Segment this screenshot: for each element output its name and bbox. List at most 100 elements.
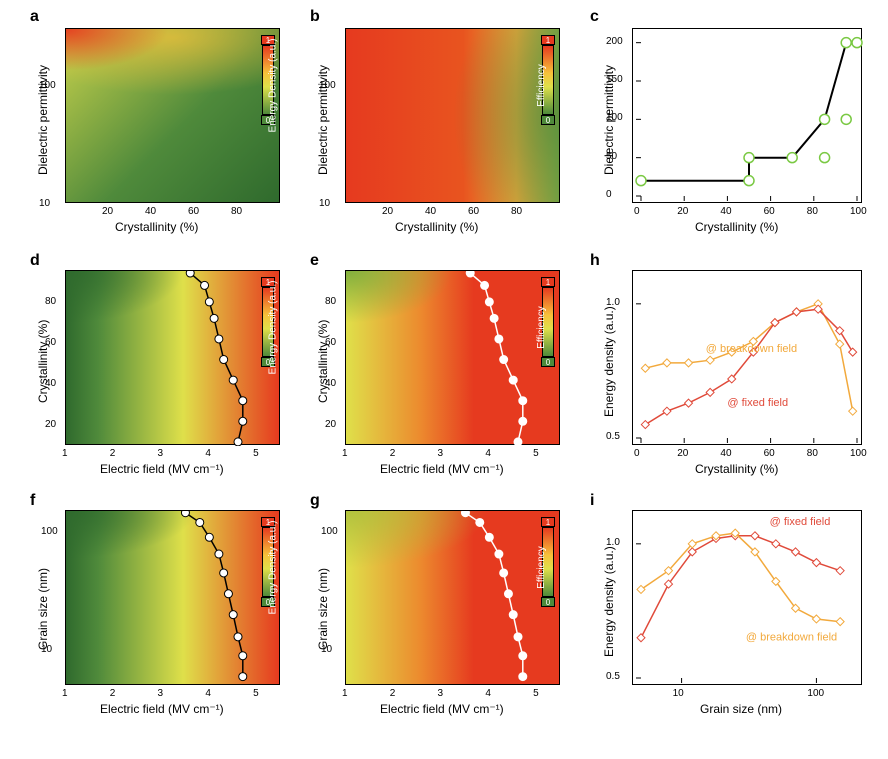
panel-label-h: h — [590, 252, 600, 270]
panel-label-g: g — [310, 492, 320, 510]
colorbar-max-e: 1 — [541, 277, 555, 287]
colorbar-title-f: Energy Density (a.u.) — [267, 521, 278, 615]
tick-label: 40 — [720, 448, 731, 459]
ylabel-f: Grain size (nm) — [36, 568, 50, 650]
tick-label: 1 — [62, 688, 68, 699]
svg-text:@ breakdown field: @ breakdown field — [746, 631, 837, 643]
tick-label: 2 — [110, 448, 116, 459]
svg-text:@ fixed field: @ fixed field — [727, 397, 788, 409]
xlabel-i: Grain size (nm) — [700, 702, 782, 716]
tick-label: 5 — [533, 448, 539, 459]
tick-label: 4 — [205, 448, 211, 459]
panel-label-d: d — [30, 252, 40, 270]
tick-label: 80 — [325, 296, 336, 307]
xlabel-f: Electric field (MV cm⁻¹) — [100, 702, 224, 716]
heatmap-d: 1 Energy Density (a.u.) 0 — [65, 270, 280, 445]
tick-label: 20 — [382, 206, 393, 217]
colorbar-title-g: Efficiency — [536, 546, 547, 589]
plot-i: @ fixed field @ breakdown field — [632, 510, 862, 685]
tick-label: 40 — [145, 206, 156, 217]
colorbar-max-b: 1 — [541, 35, 555, 45]
tick-label: 0 — [606, 189, 612, 200]
colorbar-title-e: Efficiency — [536, 306, 547, 349]
tick-label: 10 — [319, 198, 330, 209]
xlabel-d: Electric field (MV cm⁻¹) — [100, 462, 224, 476]
tick-label: 50 — [606, 151, 617, 162]
panel-label-f: f — [30, 492, 35, 510]
tick-label: 60 — [188, 206, 199, 217]
tick-label: 20 — [677, 206, 688, 217]
svg-text:@ fixed field: @ fixed field — [770, 516, 831, 528]
tick-label: 1.0 — [606, 297, 620, 308]
panel-label-e: e — [310, 252, 319, 270]
tick-label: 100 — [41, 526, 58, 537]
tick-label: 80 — [45, 296, 56, 307]
ylabel-g: Grain size (nm) — [316, 568, 330, 650]
heatmap-g: 1 Efficiency 0 — [345, 510, 560, 685]
tick-label: 20 — [45, 419, 56, 430]
tick-label: 40 — [45, 378, 56, 389]
colorbar-title-a: Energy Density (a.u.) — [267, 39, 278, 133]
xlabel-g: Electric field (MV cm⁻¹) — [380, 702, 504, 716]
tick-label: 10 — [39, 198, 50, 209]
tick-label: 60 — [468, 206, 479, 217]
tick-label: 0 — [634, 206, 640, 217]
tick-label: 1 — [342, 688, 348, 699]
tick-label: 2 — [390, 688, 396, 699]
tick-label: 0.5 — [606, 431, 620, 442]
heatmap-f: 1 Energy Density (a.u.) 0 — [65, 510, 280, 685]
xlabel-a: Crystallinity (%) — [115, 220, 198, 234]
heatmap-e: 1 Efficiency 0 — [345, 270, 560, 445]
tick-label: 100 — [319, 80, 336, 91]
tick-label: 5 — [253, 688, 259, 699]
tick-label: 100 — [850, 448, 867, 459]
tick-label: 3 — [158, 688, 164, 699]
panel-label-b: b — [310, 8, 320, 26]
tick-label: 10 — [41, 644, 52, 655]
xlabel-h: Crystallinity (%) — [695, 462, 778, 476]
ylabel-e: Crystallinity (%) — [316, 320, 330, 403]
tick-label: 0.5 — [606, 671, 620, 682]
tick-label: 4 — [485, 688, 491, 699]
tick-label: 1.0 — [606, 537, 620, 548]
plot-h: @ breakdown field @ fixed field — [632, 270, 862, 445]
tick-label: 20 — [102, 206, 113, 217]
tick-label: 5 — [533, 688, 539, 699]
tick-label: 2 — [110, 688, 116, 699]
xlabel-b: Crystallinity (%) — [395, 220, 478, 234]
tick-label: 0 — [634, 448, 640, 459]
xlabel-e: Electric field (MV cm⁻¹) — [380, 462, 504, 476]
colorbar-max-g: 1 — [541, 517, 555, 527]
tick-label: 100 — [807, 688, 824, 699]
tick-label: 100 — [850, 206, 867, 217]
panel-label-c: c — [590, 8, 599, 26]
tick-label: 80 — [231, 206, 242, 217]
tick-label: 60 — [45, 337, 56, 348]
svg-text:@ breakdown field: @ breakdown field — [706, 343, 797, 355]
tick-label: 4 — [205, 688, 211, 699]
tick-label: 3 — [158, 448, 164, 459]
tick-label: 40 — [425, 206, 436, 217]
tick-label: 1 — [62, 448, 68, 459]
tick-label: 100 — [39, 80, 56, 91]
plot-c — [632, 28, 862, 203]
colorbar-min-e: 0 — [541, 357, 555, 367]
ylabel-d: Crystallinity (%) — [36, 320, 50, 403]
heatmap-b: 1 Efficiency 0 — [345, 28, 560, 203]
colorbar-title-b: Efficiency — [536, 64, 547, 107]
ylabel-h: Energy density (a.u.) — [602, 306, 616, 417]
tick-label: 100 — [321, 526, 338, 537]
tick-label: 5 — [253, 448, 259, 459]
tick-label: 150 — [606, 74, 623, 85]
tick-label: 60 — [764, 206, 775, 217]
tick-label: 10 — [673, 688, 684, 699]
tick-label: 80 — [807, 206, 818, 217]
tick-label: 60 — [325, 337, 336, 348]
tick-label: 80 — [511, 206, 522, 217]
tick-label: 100 — [606, 112, 623, 123]
xlabel-c: Crystallinity (%) — [695, 220, 778, 234]
tick-label: 20 — [677, 448, 688, 459]
tick-label: 40 — [720, 206, 731, 217]
tick-label: 60 — [764, 448, 775, 459]
panel-label-a: a — [30, 8, 39, 26]
